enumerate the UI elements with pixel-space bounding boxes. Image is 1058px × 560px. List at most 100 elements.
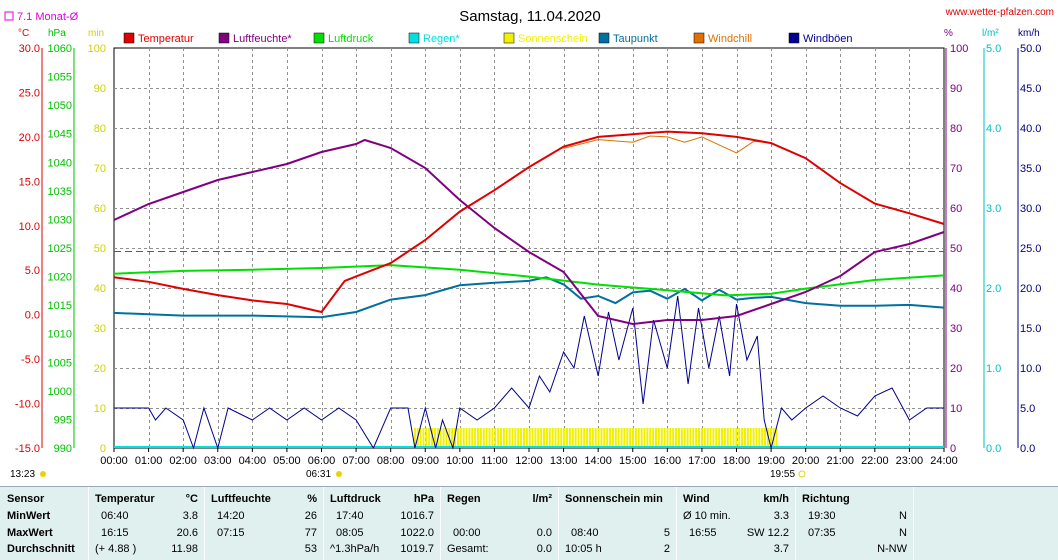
x-tick-label: 12:00 (515, 455, 543, 467)
col-rain: Regen l/m² 00:00 0.0 Gesamt: 0.0 (441, 487, 559, 560)
wind-tick-label: 15.0 (1020, 323, 1041, 335)
wind-tick-label: 30.0 (1020, 203, 1041, 215)
rain-unit: l/m² (532, 493, 552, 505)
x-tick-label: 00:00 (100, 455, 128, 467)
press-unit: hPa (413, 493, 434, 505)
dir-avg-value: N-NW (877, 543, 907, 555)
sun-max-time: 08:40 (571, 527, 599, 539)
wind-tick-label: 50.0 (1020, 43, 1041, 55)
x-tick-label: 23:00 (896, 455, 924, 467)
pressure-tick-label: 1050 (48, 100, 72, 112)
legend-label: Regen* (423, 33, 460, 45)
chart-legend: Temperatur Luftfeuchte* Luftdruck Regen* Son… (123, 32, 853, 45)
humidity-tick-label: 0 (950, 443, 956, 455)
unit-wind: km/h (1018, 28, 1040, 39)
wind-min-value: 3.3 (773, 510, 789, 522)
sunrise-sun-icon (336, 471, 342, 477)
x-tick-label: 02:00 (169, 455, 197, 467)
unit-pressure: hPa (48, 28, 66, 39)
temp-tick-label: -15.0 (15, 443, 40, 455)
pressure-tick-label: 1020 (48, 272, 72, 284)
sun-max-value: 5 (663, 527, 670, 539)
legend-label: Sonnenschein (518, 33, 588, 45)
x-tick-label: 20:00 (792, 455, 820, 467)
pressure-tick-label: 995 (54, 414, 72, 426)
chart-title: Samstag, 11.04.2020 (459, 8, 601, 25)
rain-total-value: 0.0 (536, 543, 552, 555)
legend-swatch (598, 32, 610, 44)
press-max-time: 08:05 (336, 527, 364, 539)
col-sunshine: Sonnenschein min 08:40 5 10:05 h 2 (559, 487, 677, 560)
x-tick-label: 04:00 (239, 455, 267, 467)
x-tick-label: 24:00 (930, 455, 958, 467)
wind-max-time: 16:55 (689, 527, 717, 539)
x-tick-label: 01:00 (135, 455, 163, 467)
dir-min-value: N (899, 510, 907, 522)
col-sensor: Sensor MinWert MaxWert Durchschnitt (0, 487, 89, 560)
hum-avg-value: 53 (304, 543, 317, 555)
minutes-tick-label: 40 (94, 283, 106, 295)
chart-grid (113, 47, 945, 449)
x-tick-label: 09:00 (411, 455, 439, 467)
weather-chart: Samstag, 11.04.2020 www.wetter-pfalzen.c… (4, 7, 1054, 480)
press-max-value: 1022.0 (400, 527, 434, 539)
sunset-time: 19:55 (770, 469, 795, 480)
rain-tick-label: 2.0 (986, 283, 1001, 295)
col-direction: Richtung 19:30 N 07:35 N N-NW (796, 487, 914, 560)
col-humidity: Luftfeuchte % 14:20 26 07:15 77 53 (205, 487, 324, 560)
row-label-max: MaxWert (7, 527, 53, 539)
x-tick-label: 11:00 (481, 455, 508, 467)
x-tick-label: 21:00 (826, 455, 854, 467)
x-tick-label: 17:00 (688, 455, 716, 467)
temp-header: Temperatur (95, 493, 155, 505)
legend-label: Luftdruck (328, 33, 374, 45)
x-tick-label: 08:00 (377, 455, 405, 467)
col-temperature: Temperatur °C 06:40 3.8 16:15 20.6 (+ 4.… (89, 487, 205, 560)
website-label: www.wetter-pfalzen.com (945, 7, 1054, 18)
humidity-tick-label: 70 (950, 163, 962, 175)
sunset-sun-icon (798, 470, 806, 478)
rain-header: Regen (447, 493, 481, 505)
pressure-tick-label: 1000 (48, 386, 72, 398)
legend-label: Temperatur (138, 33, 194, 45)
pressure-tick-label: 1015 (48, 300, 72, 312)
minutes-tick-label: 10 (94, 403, 106, 415)
x-tick-label: 05:00 (273, 455, 301, 467)
pressure-tick-label: 1060 (48, 43, 72, 55)
wind-tick-label: 0.0 (1020, 443, 1035, 455)
humidity-tick-label: 90 (950, 83, 962, 95)
dir-max-value: N (899, 527, 907, 539)
wind-max-value: SW 12.2 (746, 527, 789, 539)
humidity-tick-label: 30 (950, 323, 962, 335)
legend-label: Windchill (708, 33, 752, 45)
x-tick-label: 03:00 (204, 455, 232, 467)
x-axis: 00:00 01:00 02:00 03:00 04:00 05:00 06:00 07:00… (100, 448, 958, 467)
wind-min-time: Ø 10 min. (683, 510, 731, 522)
x-tick-label: 13:00 (550, 455, 578, 467)
rain-tick-label: 1.0 (986, 363, 1001, 375)
temp-tick-label: 30.0 (19, 43, 40, 55)
x-tick-label: 19:00 (757, 455, 785, 467)
x-tick-label: 06:00 (308, 455, 336, 467)
month-avg-label: 7.1 Monat-Ø (17, 11, 79, 23)
x-tick-label: 07:00 (342, 455, 370, 467)
legend-label: Taupunkt (613, 33, 658, 45)
minutes-tick-label: 60 (94, 203, 106, 215)
temp-max-time: 16:15 (101, 527, 129, 539)
x-tick-label: 16:00 (654, 455, 682, 467)
humidity-tick-label: 100 (950, 43, 968, 55)
minutes-tick-label: 30 (94, 323, 106, 335)
temp-max-value: 20.6 (176, 527, 198, 539)
rain-max-time: 00:00 (453, 527, 481, 539)
dir-max-time: 07:35 (808, 527, 836, 539)
wind-tick-label: 5.0 (1020, 403, 1035, 415)
row-label-min: MinWert (7, 510, 51, 522)
hum-unit: % (307, 493, 317, 505)
series-luftfeuchte (113, 138, 945, 326)
minutes-tick-label: 0 (100, 443, 106, 455)
legend-label: Windböen (803, 33, 853, 45)
temp-tick-label: 15.0 (19, 176, 40, 188)
minutes-tick-label: 80 (94, 123, 106, 135)
minutes-tick-label: 50 (94, 243, 106, 255)
minutes-tick-label: 100 (88, 43, 106, 55)
